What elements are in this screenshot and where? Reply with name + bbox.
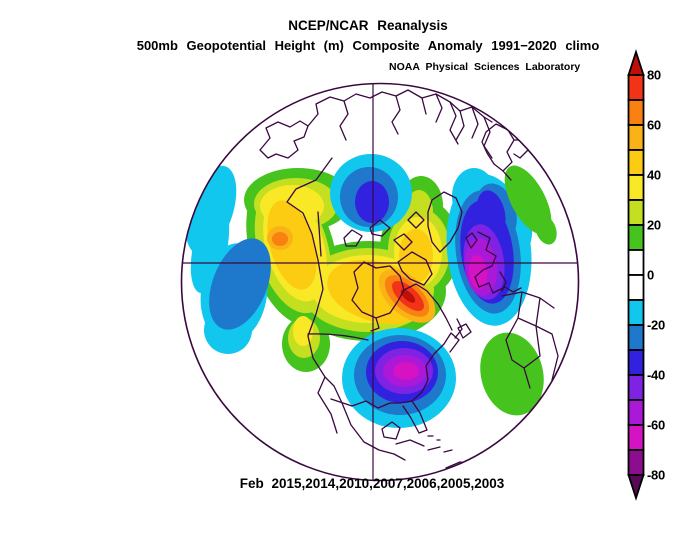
colorbar-segment bbox=[627, 99, 645, 126]
warm-anomaly-darkred-core bbox=[400, 289, 416, 303]
coast-arctic-islands bbox=[343, 211, 433, 286]
us-cold-blob bbox=[342, 328, 456, 428]
colorbar-segment bbox=[627, 299, 645, 326]
colorbar-segment bbox=[627, 449, 645, 476]
borders-north-africa bbox=[501, 291, 559, 389]
pacific-cold-blue-core bbox=[209, 238, 271, 330]
borders-north-america bbox=[307, 211, 369, 341]
colorbar-segment bbox=[627, 224, 645, 251]
colorbar-segment bbox=[627, 324, 645, 351]
colorbar-tick-label: -80 bbox=[647, 467, 665, 483]
coast-newfoundland bbox=[457, 323, 472, 339]
colorbar-tick-label: 0 bbox=[647, 267, 654, 283]
arctic-cold-blob bbox=[330, 154, 412, 232]
colorbar-segment bbox=[627, 374, 645, 401]
coast-gulf-florida-east bbox=[351, 318, 463, 434]
colorbar-segment bbox=[627, 199, 645, 226]
title-line-2: 500mb Geopotential Height (m) Composite … bbox=[136, 38, 600, 53]
colorbar-segment bbox=[627, 399, 645, 426]
colorbar-tick-label: -60 bbox=[647, 417, 665, 433]
colorbar-segment bbox=[627, 274, 645, 301]
colorbar-tick-label: 60 bbox=[647, 117, 661, 133]
coast-north-america-west bbox=[286, 157, 338, 434]
coast-mexico-central-america bbox=[324, 376, 406, 461]
borders-russia bbox=[339, 93, 493, 159]
colorbar-segment bbox=[627, 174, 645, 201]
composite-years-caption: Feb 2015,2014,2010,2007,2006,2005,2003 bbox=[239, 476, 505, 491]
coast-hudson-bay bbox=[351, 261, 405, 332]
title-line-1: NCEP/NCAR Reanalysis bbox=[288, 18, 448, 33]
colorbar bbox=[627, 49, 645, 501]
map-globe bbox=[181, 83, 579, 481]
coast-greenland bbox=[427, 191, 463, 253]
colorbar-under-arrow bbox=[627, 474, 645, 501]
attribution-text: NOAA Physical Sciences Laboratory bbox=[389, 61, 581, 73]
coast-labrador bbox=[403, 283, 453, 331]
colorbar-tick-label: 40 bbox=[647, 167, 661, 183]
colorbar-tick-label: -40 bbox=[647, 367, 665, 383]
coast-yucatan bbox=[381, 421, 401, 440]
colorbar-tick-label: -20 bbox=[647, 317, 665, 333]
colorbar-over-arrow bbox=[627, 49, 645, 76]
colorbar-tick-label: 20 bbox=[647, 217, 661, 233]
colorbar-tick-label: 80 bbox=[647, 67, 661, 83]
map-boundary-circle bbox=[180, 82, 580, 482]
colorbar-segment bbox=[627, 349, 645, 376]
coast-caribbean-islands bbox=[395, 435, 453, 453]
colorbar-segment bbox=[627, 124, 645, 151]
colorbar-segment bbox=[627, 249, 645, 276]
colorbar-segment bbox=[627, 424, 645, 451]
colorbar-segment bbox=[627, 149, 645, 176]
europe-edge-green-blob bbox=[480, 165, 557, 416]
colorbar-segment bbox=[627, 74, 645, 101]
coast-europe-mediterranean bbox=[465, 231, 522, 294]
coast-siberia bbox=[259, 89, 493, 159]
